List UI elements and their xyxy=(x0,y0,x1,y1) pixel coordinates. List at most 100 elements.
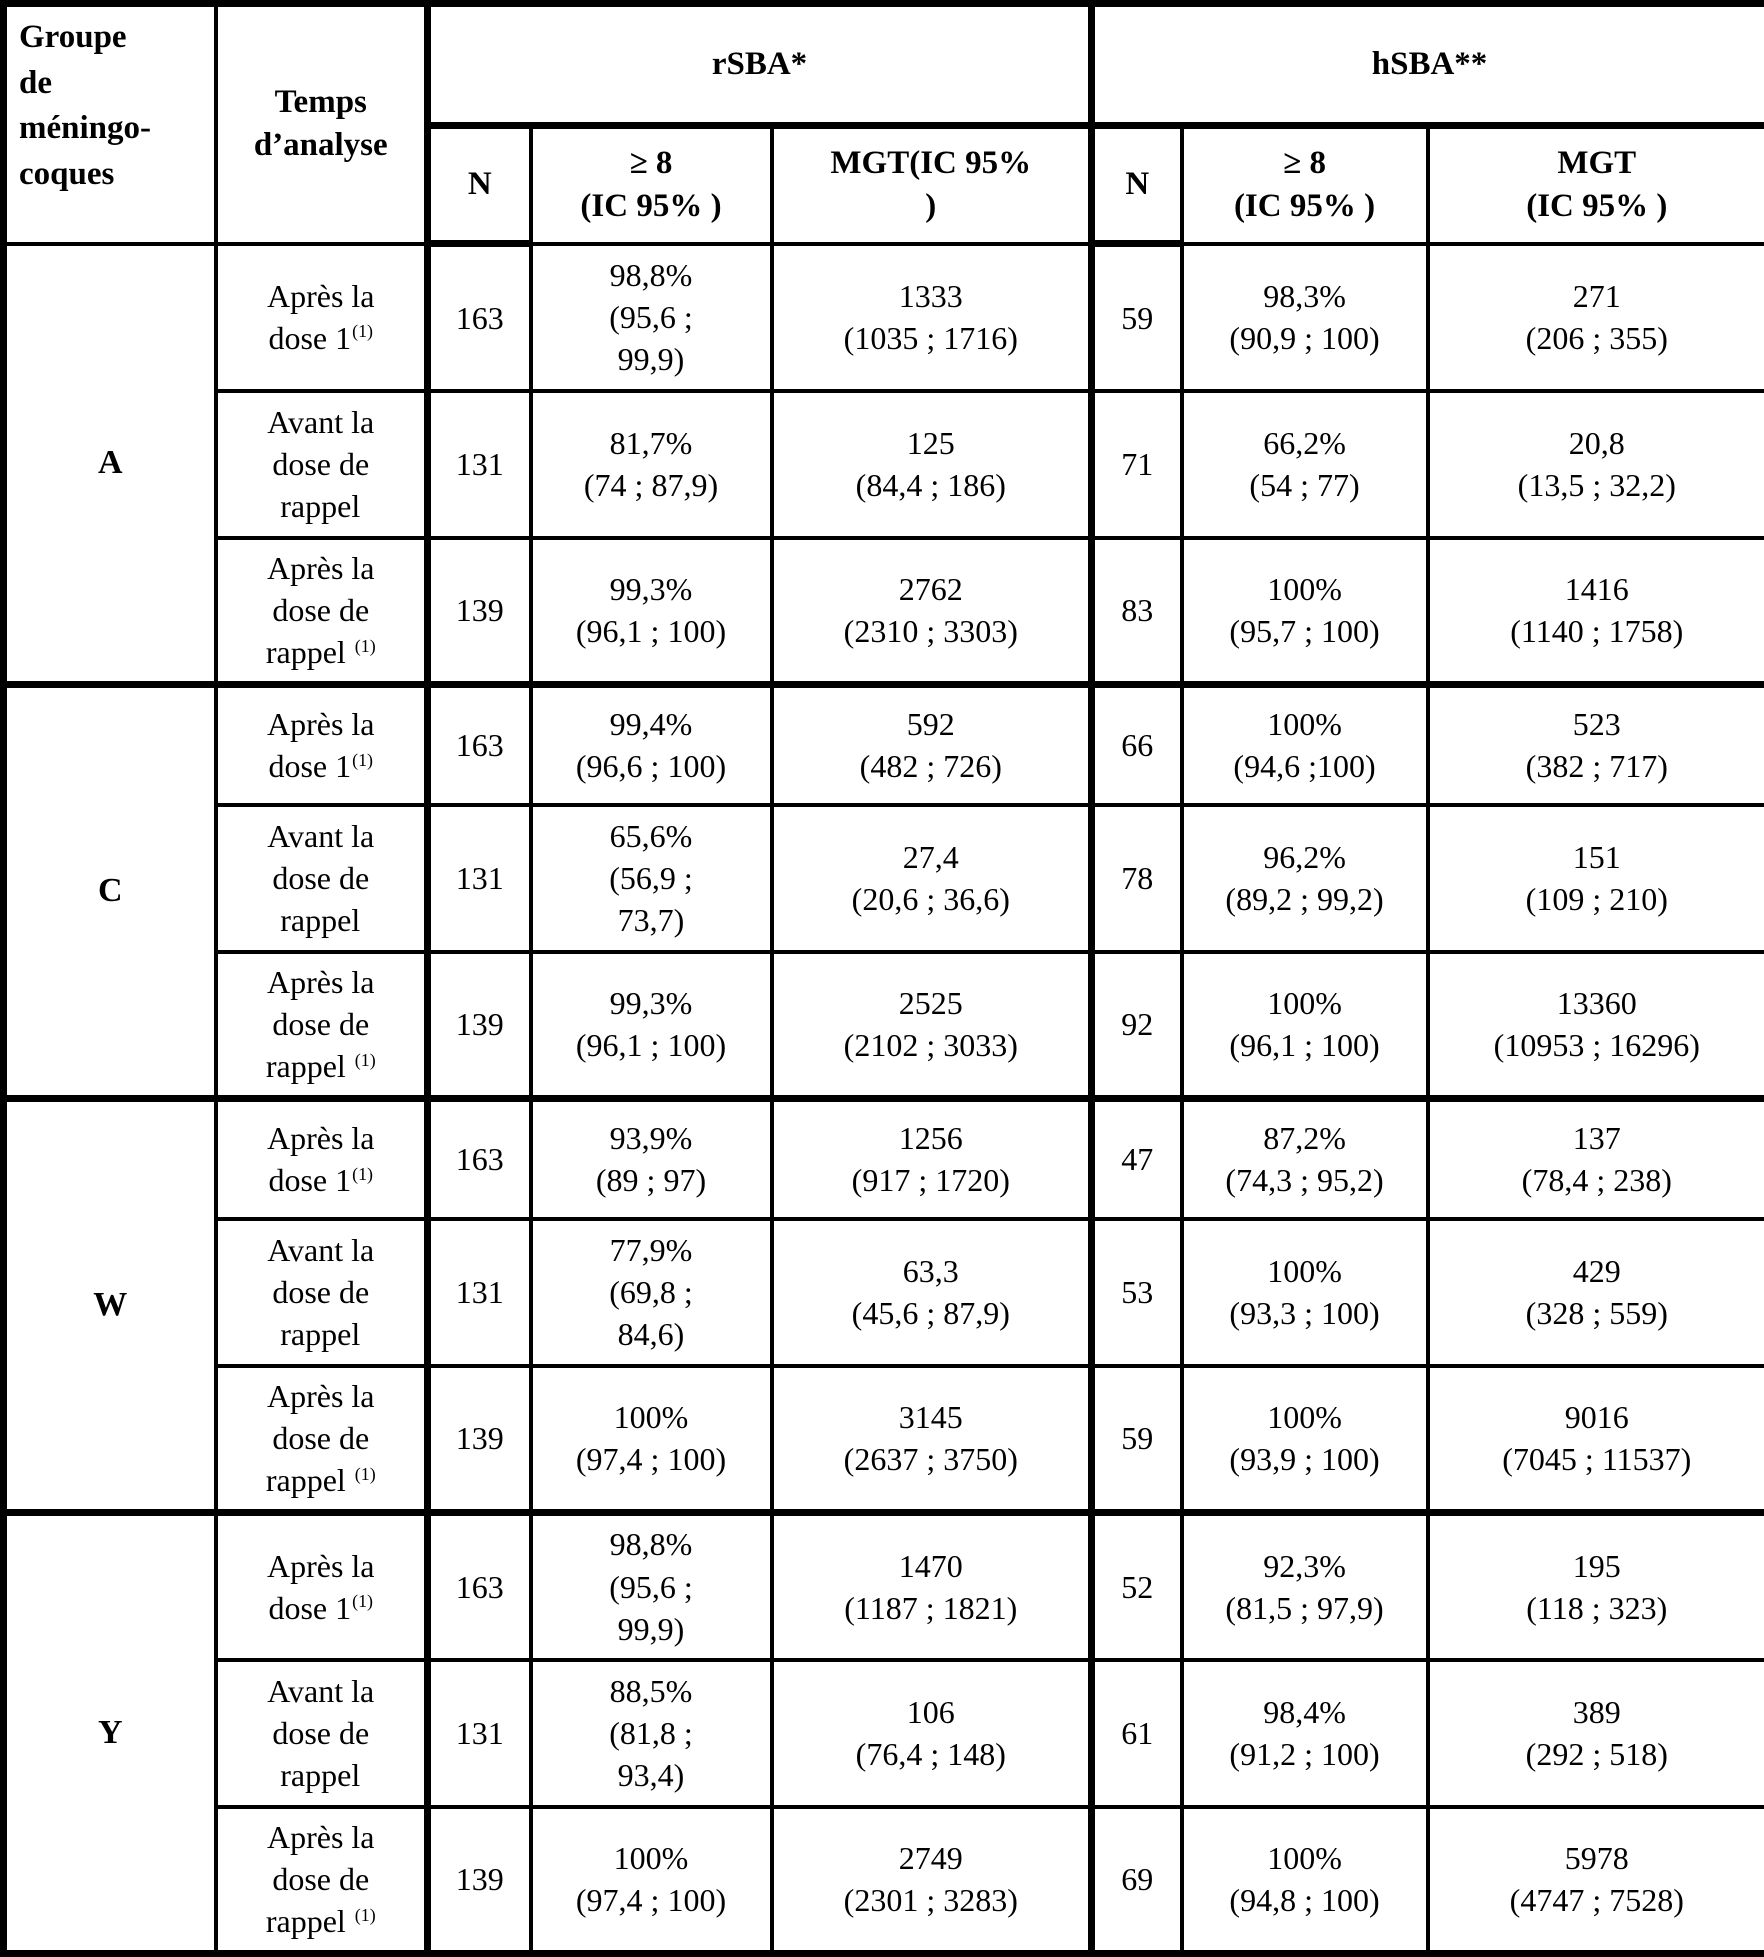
hsba-mgt-cell: 5978 (4747 ; 7528) xyxy=(1428,1807,1764,1954)
hsba-ge8-cell: 98,3% (90,9 ; 100) xyxy=(1182,244,1428,391)
rsba-ge8-cell: 65,6% (56,9 ; 73,7) xyxy=(531,805,772,952)
rsba-mgt-cell: 3145 (2637 ; 3750) xyxy=(772,1366,1092,1513)
hsba-mgt-cell: 389 (292 ; 518) xyxy=(1428,1660,1764,1807)
hsba-ge8-cell: 100% (94,8 ; 100) xyxy=(1182,1807,1428,1954)
rsba-ge8-cell: 100% (97,4 ; 100) xyxy=(531,1807,772,1954)
hsba-n-cell: 61 xyxy=(1092,1660,1182,1807)
time-cell: Après la dose de rappel (1) xyxy=(216,1366,428,1513)
rsba-ge8-cell: 100% (97,4 ; 100) xyxy=(531,1366,772,1513)
hsba-n-cell: 52 xyxy=(1092,1513,1182,1660)
rsba-mgt-cell: 2525 (2102 ; 3033) xyxy=(772,952,1092,1099)
time-label: Après la dose 1 xyxy=(267,1120,375,1198)
time-cell: Après la dose 1(1) xyxy=(216,1513,428,1660)
header-time-col: Temps d’analyse xyxy=(216,4,428,244)
rsba-n-cell: 131 xyxy=(428,805,531,952)
rsba-n-cell: 139 xyxy=(428,952,531,1099)
hsba-mgt-cell: 195 (118 ; 323) xyxy=(1428,1513,1764,1660)
footnote-marker: (1) xyxy=(352,1164,373,1184)
group-label: A xyxy=(4,244,216,685)
hsba-n-cell: 59 xyxy=(1092,244,1182,391)
hsba-n-cell: 69 xyxy=(1092,1807,1182,1954)
rsba-n-cell: 163 xyxy=(428,1513,531,1660)
hsba-ge8-cell: 100% (96,1 ; 100) xyxy=(1182,952,1428,1099)
time-label: Avant la dose de rappel xyxy=(267,1232,374,1352)
group-label: C xyxy=(4,685,216,1099)
hsba-mgt-cell: 9016 (7045 ; 11537) xyxy=(1428,1366,1764,1513)
time-label: Avant la dose de rappel xyxy=(267,818,374,938)
rsba-mgt-cell: 1470 (1187 ; 1821) xyxy=(772,1513,1092,1660)
header-n-hsba: N xyxy=(1092,126,1182,244)
rsba-mgt-cell: 1256 (917 ; 1720) xyxy=(772,1099,1092,1219)
time-cell: Après la dose 1(1) xyxy=(216,1099,428,1219)
footnote-marker: (1) xyxy=(355,1464,376,1484)
hsba-n-cell: 66 xyxy=(1092,685,1182,805)
hsba-mgt-cell: 20,8 (13,5 ; 32,2) xyxy=(1428,391,1764,538)
footnote-marker: (1) xyxy=(355,636,376,656)
header-hsba: hSBA** xyxy=(1092,4,1764,126)
hsba-ge8-cell: 100% (94,6 ;100) xyxy=(1182,685,1428,805)
rsba-n-cell: 139 xyxy=(428,538,531,685)
header-n-rsba: N xyxy=(428,126,531,244)
hsba-n-cell: 83 xyxy=(1092,538,1182,685)
group-label: Y xyxy=(4,1513,216,1954)
rsba-n-cell: 163 xyxy=(428,1099,531,1219)
footnote-marker: (1) xyxy=(355,1905,376,1925)
hsba-n-cell: 47 xyxy=(1092,1099,1182,1219)
time-cell: Après la dose 1(1) xyxy=(216,685,428,805)
hsba-n-cell: 53 xyxy=(1092,1219,1182,1366)
hsba-mgt-cell: 523 (382 ; 717) xyxy=(1428,685,1764,805)
time-label: Avant la dose de rappel xyxy=(267,1673,374,1793)
rsba-ge8-cell: 99,4% (96,6 ; 100) xyxy=(531,685,772,805)
rsba-n-cell: 163 xyxy=(428,244,531,391)
footnote-marker: (1) xyxy=(352,750,373,770)
rsba-mgt-cell: 125 (84,4 ; 186) xyxy=(772,391,1092,538)
rsba-n-cell: 131 xyxy=(428,1219,531,1366)
rsba-mgt-cell: 2749 (2301 ; 3283) xyxy=(772,1807,1092,1954)
rsba-ge8-cell: 98,8% (95,6 ; 99,9) xyxy=(531,244,772,391)
rsba-ge8-cell: 99,3% (96,1 ; 100) xyxy=(531,538,772,685)
rsba-ge8-cell: 99,3% (96,1 ; 100) xyxy=(531,952,772,1099)
hsba-ge8-cell: 98,4% (91,2 ; 100) xyxy=(1182,1660,1428,1807)
rsba-ge8-cell: 98,8% (95,6 ; 99,9) xyxy=(531,1513,772,1660)
hsba-ge8-cell: 100% (93,9 ; 100) xyxy=(1182,1366,1428,1513)
hsba-mgt-cell: 429 (328 ; 559) xyxy=(1428,1219,1764,1366)
time-cell: Après la dose de rappel (1) xyxy=(216,952,428,1099)
rsba-n-cell: 139 xyxy=(428,1807,531,1954)
rsba-mgt-cell: 27,4 (20,6 ; 36,6) xyxy=(772,805,1092,952)
footnote-marker: (1) xyxy=(355,1050,376,1070)
hsba-n-cell: 92 xyxy=(1092,952,1182,1099)
rsba-mgt-cell: 106 (76,4 ; 148) xyxy=(772,1660,1092,1807)
hsba-ge8-cell: 100% (95,7 ; 100) xyxy=(1182,538,1428,685)
hsba-n-cell: 59 xyxy=(1092,1366,1182,1513)
time-label: Après la dose 1 xyxy=(267,1548,375,1626)
time-label: Avant la dose de rappel xyxy=(267,404,374,524)
time-label: Après la dose 1 xyxy=(267,706,375,784)
rsba-ge8-cell: 81,7% (74 ; 87,9) xyxy=(531,391,772,538)
rsba-mgt-cell: 592 (482 ; 726) xyxy=(772,685,1092,805)
rsba-mgt-cell: 1333 (1035 ; 1716) xyxy=(772,244,1092,391)
rsba-n-cell: 163 xyxy=(428,685,531,805)
hsba-ge8-cell: 92,3% (81,5 ; 97,9) xyxy=(1182,1513,1428,1660)
time-cell: Après la dose de rappel (1) xyxy=(216,538,428,685)
rsba-n-cell: 139 xyxy=(428,1366,531,1513)
time-label: Après la dose 1 xyxy=(267,278,375,356)
hsba-mgt-cell: 1416 (1140 ; 1758) xyxy=(1428,538,1764,685)
header-group-col: Groupe de méningo- coques xyxy=(4,4,216,244)
time-cell: Avant la dose de rappel xyxy=(216,1660,428,1807)
group-label: W xyxy=(4,1099,216,1513)
header-mgt-hsba: MGT (IC 95% ) xyxy=(1428,126,1764,244)
footnote-marker: (1) xyxy=(352,1591,373,1611)
rsba-ge8-cell: 77,9% (69,8 ; 84,6) xyxy=(531,1219,772,1366)
time-cell: Avant la dose de rappel xyxy=(216,1219,428,1366)
hsba-n-cell: 71 xyxy=(1092,391,1182,538)
hsba-ge8-cell: 66,2% (54 ; 77) xyxy=(1182,391,1428,538)
